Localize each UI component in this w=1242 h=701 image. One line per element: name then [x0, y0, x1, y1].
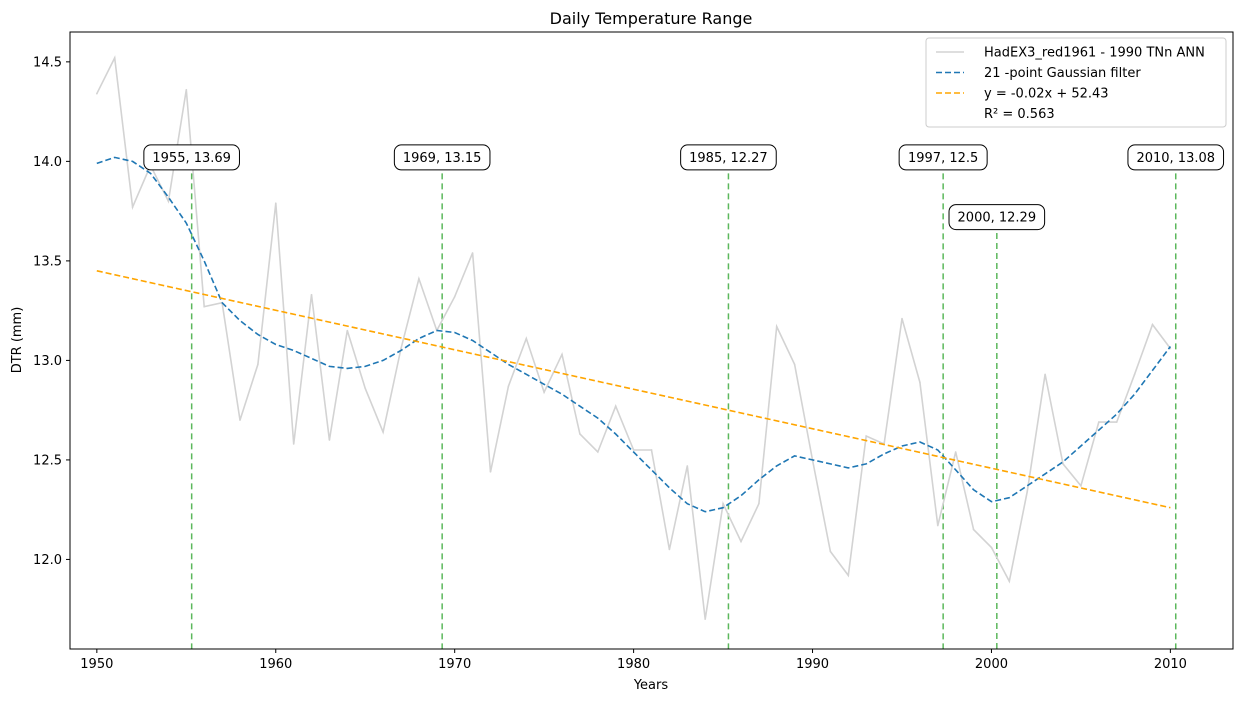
x-tick-label: 1990 — [796, 657, 829, 672]
marker-label-box — [680, 144, 777, 171]
data-point — [614, 405, 617, 407]
data-point — [865, 435, 868, 437]
data-point — [793, 363, 796, 366]
data-point — [990, 546, 993, 549]
x-axis-label: Years — [633, 678, 669, 693]
data-point — [1115, 421, 1118, 423]
data-point — [954, 451, 957, 453]
legend-entry: HadEX3_red1961 - 1990 TNn ANN — [984, 46, 1205, 61]
legend-entry: R² = 0.563 — [984, 107, 1055, 122]
data-point — [257, 363, 259, 366]
legend-box — [925, 37, 1227, 128]
y-tick-label: 13.0 — [33, 354, 62, 369]
marker-label: 1997, 12.5 — [908, 151, 978, 166]
data-point — [972, 528, 975, 531]
data-point — [489, 471, 492, 473]
data-point — [650, 449, 653, 451]
data-point — [1008, 580, 1011, 583]
legend-entry: 21 -point Gaussian filter — [984, 66, 1141, 81]
y-tick-label: 14.0 — [33, 155, 62, 170]
marker-label-box — [948, 204, 1046, 231]
data-point — [96, 92, 98, 95]
legend-entry: y = -0.02x + 52.43 — [984, 87, 1109, 102]
data-point — [453, 295, 456, 298]
data-point — [400, 347, 402, 350]
data-point — [632, 449, 635, 451]
marker-label-box — [143, 144, 240, 171]
data-point — [507, 385, 510, 388]
legend: HadEX3_red1961 - 1990 TNn ANN 21 -point G… — [925, 37, 1227, 128]
data-point — [113, 57, 116, 59]
data-point — [1151, 323, 1154, 326]
data-point — [382, 431, 384, 433]
marker-label: 1985, 12.27 — [689, 151, 768, 166]
data-point — [525, 337, 528, 340]
data-point — [471, 252, 474, 254]
x-tick-label: 2000 — [975, 657, 1008, 672]
data-point — [936, 524, 939, 527]
data-point — [686, 465, 689, 467]
y-tick-label: 12.0 — [33, 553, 62, 568]
data-point — [901, 317, 903, 320]
data-point — [847, 574, 850, 577]
data-point — [740, 540, 742, 543]
series-line-0 — [96, 55, 1172, 620]
data-point — [185, 88, 188, 91]
data-point — [1098, 421, 1100, 423]
marker-label: 2000, 12.29 — [958, 211, 1037, 226]
data-point — [239, 419, 241, 421]
marker-label-box — [1127, 144, 1225, 171]
series-line-2 — [96, 270, 1171, 509]
data-point — [829, 550, 832, 553]
data-point — [1133, 373, 1136, 376]
data-point — [167, 200, 170, 202]
series-line-1 — [96, 156, 1172, 513]
data-point — [328, 439, 331, 441]
x-tick-label: 1970 — [438, 657, 471, 672]
data-point — [1062, 463, 1064, 465]
marker-label-box — [898, 144, 988, 171]
data-point — [1044, 373, 1046, 376]
data-point — [758, 502, 760, 505]
data-point — [418, 278, 420, 280]
data-point — [668, 548, 671, 551]
marker-label: 1955, 13.69 — [152, 151, 231, 166]
data-point — [704, 618, 706, 620]
data-point — [561, 353, 563, 356]
axis-layer: 1950 1960 1970 1980 1990 2000 2010 12.0 12.5 13.0… — [33, 55, 1187, 672]
x-tick-label: 1980 — [617, 657, 650, 672]
x-tick-label: 1950 — [80, 657, 113, 672]
plot-frame — [69, 31, 1234, 650]
x-tick-label: 2010 — [1154, 657, 1187, 672]
marker-label: 1969, 13.15 — [403, 151, 482, 166]
data-point — [1080, 484, 1082, 487]
y-tick-label: 13.5 — [33, 254, 62, 269]
y-tick-label: 12.5 — [33, 453, 62, 468]
data-point — [131, 206, 134, 208]
marker-label-box — [393, 144, 491, 171]
data-point — [919, 381, 921, 384]
data-point — [310, 293, 313, 296]
y-tick-label: 14.5 — [33, 55, 62, 70]
y-axis-label: DTR (mm) — [10, 307, 25, 374]
data-point — [543, 391, 545, 394]
data-point — [292, 443, 295, 445]
x-tick-label: 1960 — [259, 657, 292, 672]
data-point — [775, 325, 778, 328]
data-point — [364, 387, 367, 390]
data-point — [722, 502, 724, 505]
chart-title: Daily Temperature Range — [550, 9, 753, 28]
marker-label: 2010, 13.08 — [1136, 151, 1215, 166]
data-point — [1026, 490, 1029, 493]
data-point — [597, 451, 599, 453]
data-point — [203, 305, 205, 308]
plot-layer: 1955, 13.69 1969, 13.15 1985, 12.27 1997, 1… — [96, 55, 1225, 649]
data-point — [579, 433, 581, 435]
data-point — [274, 202, 277, 204]
data-point — [346, 329, 349, 332]
